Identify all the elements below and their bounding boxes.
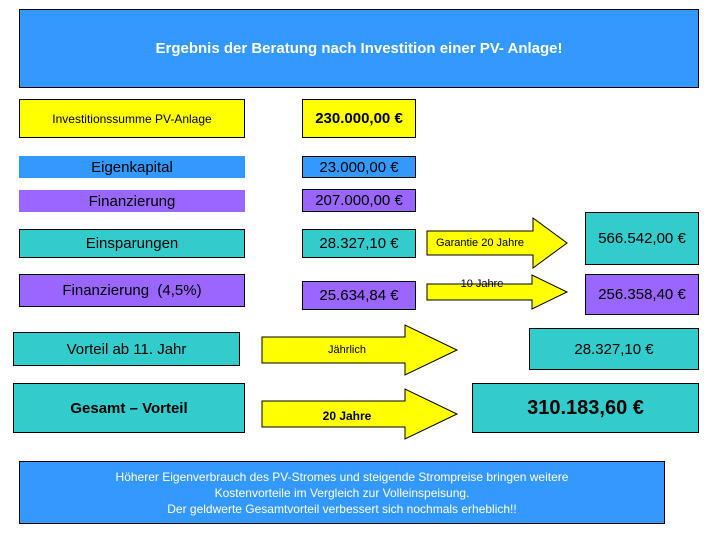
- advantage-arrow-label: Jährlich: [328, 344, 366, 356]
- savings-value-box: 28.327,10 €: [302, 229, 416, 258]
- financing-value: 207.000,00 €: [315, 192, 403, 209]
- savings-arrow-label: Garantie 20 Jahre: [435, 237, 525, 249]
- equity-value: 23.000,00 €: [319, 158, 399, 176]
- total-result-box: 310.183,60 €: [472, 383, 699, 433]
- savings-result: 566.542,00 €: [598, 230, 686, 247]
- investment-value: 230.000,00 €: [315, 110, 403, 127]
- investment-label: Investitionssumme PV-Anlage: [52, 111, 212, 126]
- advantage-arrow: Jährlich: [261, 324, 459, 376]
- footer-line-1: Höherer Eigenverbrauch des PV-Stromes un…: [115, 469, 569, 484]
- total-label-box: Gesamt – Vorteil: [13, 383, 245, 433]
- savings-value: 28.327,10 €: [319, 235, 399, 252]
- equity-label: Eigenkapital: [91, 158, 173, 176]
- total-arrow: 20 Jahre: [261, 388, 459, 440]
- advantage-result-box: 28.327,10 €: [529, 328, 699, 370]
- financing-interest-arrow: 10 Jahre: [426, 274, 569, 310]
- savings-label: Einsparungen: [85, 235, 179, 252]
- savings-arrow: Garantie 20 Jahre: [426, 217, 568, 269]
- financing-label-box: Finanzierung: [19, 190, 245, 212]
- total-result: 310.183,60 €: [527, 396, 644, 419]
- arrow-right-icon: [261, 388, 459, 440]
- savings-label-box: Einsparungen: [19, 229, 245, 258]
- financing-value-box: 207.000,00 €: [302, 189, 416, 212]
- investment-label-box: Investitionssumme PV-Anlage: [19, 99, 245, 138]
- total-arrow-label: 20 Jahre: [322, 408, 372, 423]
- financing-interest-value-box: 25.634,84 €: [302, 281, 416, 310]
- footer-line-3: Der geldwerte Gesamtvorteil verbessert s…: [167, 501, 517, 516]
- financing-interest-label-box: Finanzierung (4,5%): [19, 274, 245, 307]
- footer-note: Höherer Eigenverbrauch des PV-Stromes un…: [19, 461, 665, 524]
- advantage-label-box: Vorteil ab 11. Jahr: [13, 332, 240, 366]
- equity-label-box: Eigenkapital: [19, 156, 245, 178]
- arrow-right-icon: [426, 217, 568, 269]
- advantage-label: Vorteil ab 11. Jahr: [66, 340, 187, 358]
- investment-value-box: 230.000,00 €: [302, 99, 416, 138]
- equity-value-box: 23.000,00 €: [302, 156, 416, 178]
- arrow-right-icon: [426, 274, 569, 310]
- arrow-right-icon: [261, 324, 459, 376]
- financing-label: Finanzierung: [88, 192, 176, 210]
- footer-line-2: Kostenvorteile im Vergleich zur Volleins…: [214, 485, 470, 500]
- savings-result-box: 566.542,00 €: [585, 212, 699, 265]
- total-label: Gesamt – Vorteil: [70, 399, 188, 417]
- financing-interest-value: 25.634,84 €: [319, 287, 399, 304]
- financing-interest-result: 256.358,40 €: [598, 286, 686, 303]
- financing-interest-arrow-label: 10 Jahre: [460, 278, 504, 290]
- financing-interest-result-box: 256.358,40 €: [585, 274, 699, 315]
- financing-interest-label: Finanzierung (4,5%): [62, 282, 202, 299]
- advantage-result: 28.327,10 €: [574, 340, 654, 358]
- page-title: Ergebnis der Beratung nach Investition e…: [155, 40, 563, 57]
- header-banner: Ergebnis der Beratung nach Investition e…: [19, 9, 699, 88]
